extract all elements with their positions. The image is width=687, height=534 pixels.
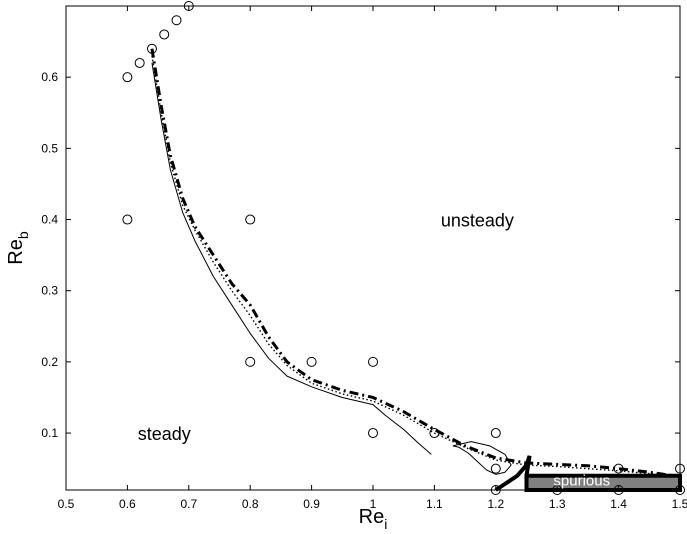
data-point	[429, 428, 440, 439]
x-axis-label-main: Re	[359, 506, 385, 528]
data-point	[245, 214, 256, 225]
x-tick-label: 1.3	[549, 497, 566, 511]
data-point	[306, 356, 317, 367]
data-point	[134, 57, 145, 68]
y-tick-label: 0.6	[41, 70, 58, 84]
data-point	[675, 463, 685, 474]
data-point	[245, 356, 256, 367]
x-tick-label: 0.6	[119, 497, 136, 511]
marker-layer	[122, 1, 685, 495]
data-point	[368, 428, 378, 439]
data-point	[171, 15, 182, 26]
data-point	[490, 428, 501, 439]
x-tick-label: 0.5	[58, 497, 75, 511]
y-tick-label: 0.2	[41, 355, 58, 369]
series-line-4	[452, 441, 512, 475]
y-tick-label: 0.1	[41, 426, 58, 440]
y-tick-label: 0.4	[41, 213, 58, 227]
plot-area	[65, 5, 681, 491]
x-axis-label: Rei	[359, 506, 388, 532]
data-point	[146, 43, 157, 54]
x-tick-label: 1	[370, 497, 377, 511]
y-axis-label-sub: b	[15, 231, 31, 239]
x-axis-label-sub: i	[384, 516, 387, 532]
data-point	[122, 72, 133, 83]
series-line-1	[151, 62, 432, 455]
y-tick-label: 0.5	[41, 141, 58, 155]
steady-label: steady	[138, 424, 191, 444]
data-point	[613, 463, 624, 474]
series-line-3	[150, 48, 675, 478]
spurious-label: spurious	[553, 473, 610, 490]
x-tick-label: 0.8	[242, 497, 259, 511]
y-axis-label-main: Re	[5, 239, 27, 265]
x-tick-label: 1.2	[487, 497, 504, 511]
data-point	[159, 29, 170, 40]
y-axis-label: Reb	[5, 231, 31, 265]
x-tick-label: 1.5	[672, 497, 687, 511]
series-layer	[150, 48, 675, 478]
data-point	[490, 463, 501, 474]
unsteady-label: unsteady	[441, 211, 514, 231]
data-point	[368, 356, 378, 367]
x-tick-label: 0.9	[303, 497, 320, 511]
data-point	[122, 214, 133, 225]
x-tick-label: 1.1	[426, 497, 443, 511]
tick-layer: 0.5 0.6 0.7 0.8 0.9 1 1.1 1.2 1.3 1.4 1.5 0.1 0.2 0.3…	[41, 6, 687, 511]
y-tick-label: 0.3	[41, 284, 58, 298]
x-tick-label: 0.7	[180, 497, 197, 511]
x-tick-label: 1.4	[610, 497, 627, 511]
